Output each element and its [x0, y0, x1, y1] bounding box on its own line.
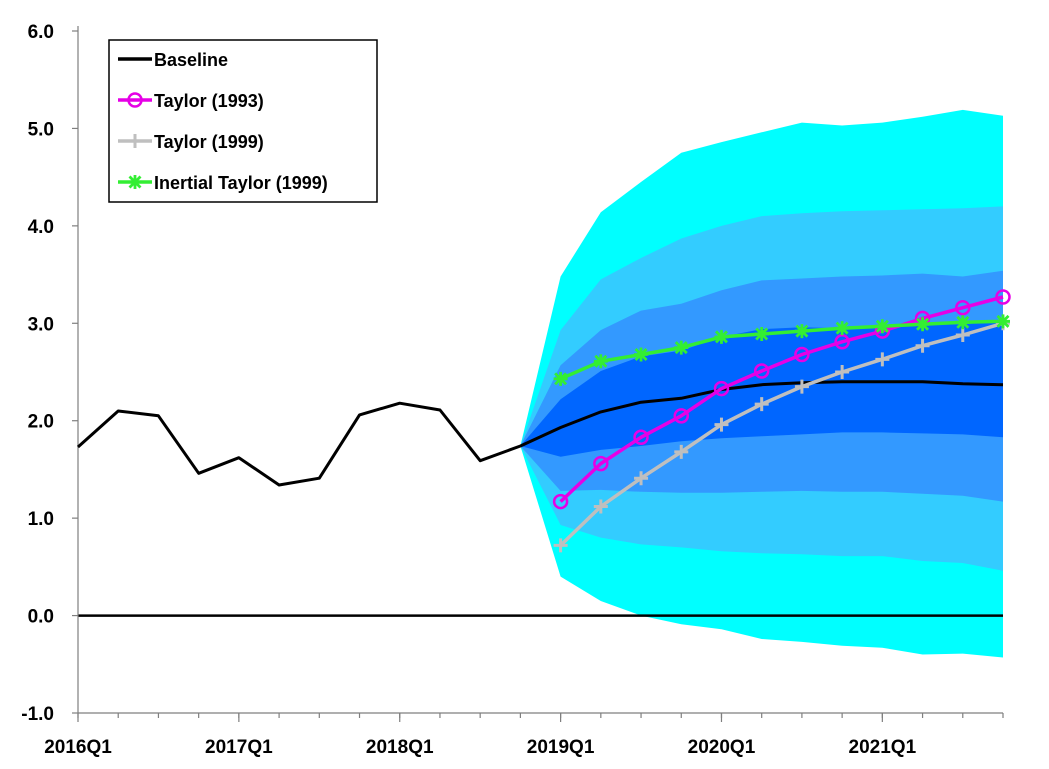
data-point-taylor-1993 — [955, 299, 971, 316]
data-point-inertial-taylor-1999 — [634, 347, 649, 362]
data-point-inertial-taylor-1999 — [674, 340, 689, 355]
data-point-inertial-taylor-1999 — [794, 324, 809, 339]
x-tick-label: 2018Q1 — [366, 737, 434, 758]
x-tick-label: 2016Q1 — [44, 737, 112, 758]
x-tick-label: 2019Q1 — [527, 737, 595, 758]
data-point-taylor-1999 — [714, 417, 729, 432]
legend-label-inertial-taylor-1999: Inertial Taylor (1999) — [154, 173, 328, 193]
x-tick-label: 2020Q1 — [688, 737, 756, 758]
data-point-taylor-1993 — [673, 408, 690, 424]
legend-marker-inertial-taylor-1999 — [128, 175, 142, 189]
y-tick-label: 3.0 — [28, 314, 54, 335]
data-point-taylor-1993 — [794, 346, 810, 363]
data-point-inertial-taylor-1999 — [593, 354, 608, 369]
legend-marker-taylor-1993 — [127, 92, 143, 108]
data-point-taylor-1999 — [754, 397, 769, 412]
data-point-taylor-1999 — [955, 327, 970, 342]
data-point-taylor-1999 — [835, 365, 850, 379]
legend: Baseline Taylor (1993) Taylor (1999) Inerti… — [108, 39, 378, 203]
y-tick-label: 2.0 — [28, 412, 54, 433]
series-line-taylor-1999 — [559, 321, 1004, 547]
data-point-taylor-1999 — [674, 444, 689, 459]
data-point-taylor-1993 — [753, 363, 770, 379]
legend-label-taylor-1999: Taylor (1999) — [154, 132, 264, 152]
data-point-inertial-taylor-1999 — [875, 319, 890, 334]
x-tick-label: 2017Q1 — [205, 737, 273, 758]
data-point-inertial-taylor-1999 — [754, 327, 769, 342]
data-point-taylor-1993 — [713, 380, 730, 397]
x-tick-label: 2021Q1 — [849, 737, 917, 758]
legend-marker-taylor-1999 — [128, 134, 142, 148]
y-tick-label: 4.0 — [28, 217, 54, 238]
y-tick-label: 0.0 — [28, 607, 54, 628]
legend-box — [108, 39, 378, 203]
data-point-inertial-taylor-1999 — [955, 315, 970, 330]
data-point-taylor-1999 — [553, 538, 568, 553]
y-tick-label: -1.0 — [21, 704, 54, 725]
series-line-baseline — [76, 380, 1004, 487]
data-point-taylor-1993 — [834, 334, 850, 350]
data-point-inertial-taylor-1999 — [553, 371, 568, 386]
y-tick-label: 5.0 — [28, 119, 54, 140]
data-point-inertial-taylor-1999 — [835, 321, 850, 336]
data-point-taylor-1999 — [915, 338, 930, 353]
data-point-taylor-1999 — [794, 379, 809, 394]
data-point-taylor-1993 — [552, 493, 569, 510]
data-point-taylor-1999 — [593, 499, 608, 514]
y-tick-label: 6.0 — [28, 22, 54, 43]
legend-label-baseline: Baseline — [154, 50, 228, 70]
legend-label-taylor-1993: Taylor (1993) — [154, 91, 264, 111]
series-inertial-taylor-1999 — [553, 314, 1010, 386]
data-point-taylor-1993 — [633, 429, 649, 446]
series-baseline — [76, 380, 1004, 487]
data-point-taylor-1999 — [875, 352, 890, 367]
data-point-taylor-1993 — [995, 289, 1011, 305]
data-point-inertial-taylor-1999 — [714, 329, 729, 344]
data-point-inertial-taylor-1999 — [915, 317, 930, 332]
data-point-taylor-1999 — [634, 471, 649, 486]
data-point-taylor-1993 — [593, 455, 609, 472]
data-point-inertial-taylor-1999 — [996, 314, 1010, 329]
y-tick-label: 1.0 — [28, 509, 54, 530]
